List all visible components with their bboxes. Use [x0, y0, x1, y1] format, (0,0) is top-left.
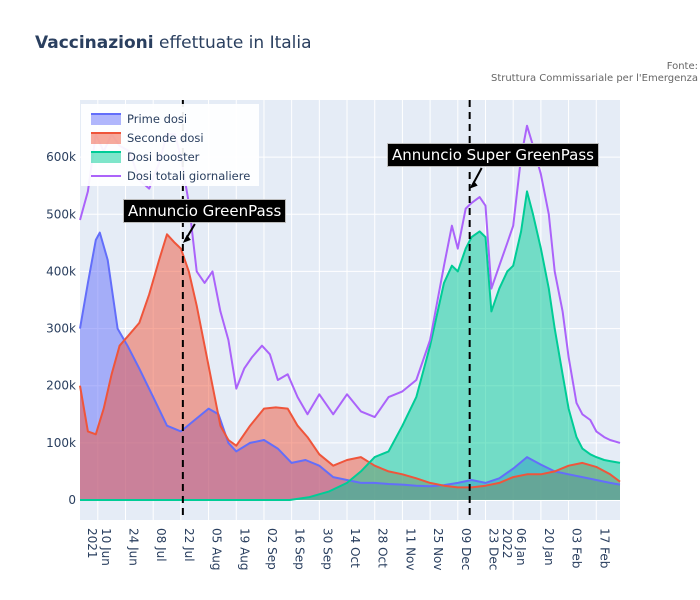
line-dosi-booster	[80, 190, 621, 501]
series-areas	[80, 191, 620, 501]
x-tick-label: 22 Jul	[182, 528, 196, 562]
source-line-2: Struttura Commissariale per l'Emergenza	[490, 73, 698, 84]
legend-item-seconde-dosi[interactable]: Seconde dosi	[91, 129, 204, 147]
x-tick-label: 2021	[85, 528, 99, 559]
legend-item-dosi-totali[interactable]: Dosi totali giornaliere	[91, 167, 250, 185]
y-tick-label: 500k	[46, 207, 76, 221]
x-tick-label: 23 Dec	[486, 528, 500, 570]
legend-item-dosi-booster[interactable]: Dosi booster	[91, 148, 199, 166]
x-tick-label: 19 Aug	[237, 528, 251, 571]
x-tick-label: 06 Jan	[514, 528, 528, 566]
legend-label-seconde-dosi: Seconde dosi	[127, 131, 204, 145]
y-tick-label: 300k	[46, 322, 76, 336]
line-prime-dosi	[79, 231, 621, 488]
x-tick-label: 30 Sep	[320, 528, 334, 570]
x-tick-label: 05 Aug	[210, 528, 224, 571]
x-tick-label: 03 Feb	[570, 528, 584, 568]
x-tick-label: 17 Feb	[597, 528, 611, 568]
legend-item-prime-dosi[interactable]: Prime dosi	[91, 110, 187, 128]
source-line-1: Fonte:	[666, 61, 698, 72]
x-tick-label: 25 Nov	[431, 528, 445, 571]
x-tick-label: 08 Jul	[154, 528, 168, 562]
annotation-lines	[181, 100, 483, 520]
x-tick-label: 20 Jan	[542, 528, 556, 566]
x-tick-label: 10 Jun	[99, 528, 113, 566]
annotation-arrowhead	[182, 234, 191, 243]
y-tick-label: 600k	[46, 150, 76, 164]
line-seconde-dosi	[79, 233, 621, 489]
x-tick-label: 24 Jun	[126, 528, 140, 566]
annotation-arrowhead	[469, 180, 478, 189]
y-tick-label: 400k	[46, 264, 76, 278]
x-tick-label: 14 Oct	[348, 528, 362, 568]
legend-swatch-dosi-totali	[91, 175, 121, 177]
chart-title: Vaccinazioni effettuate in Italia	[35, 33, 312, 53]
area-seconde-dosi	[80, 234, 620, 501]
legend-swatch-prime-dosi	[91, 113, 121, 125]
annotation-greenpass: Annuncio GreenPass	[123, 199, 287, 223]
chart-title-rest: effettuate in Italia	[153, 33, 312, 53]
legend-swatch-dosi-booster	[91, 151, 121, 163]
legend-label-dosi-totali: Dosi totali giornaliere	[127, 169, 251, 183]
legend[interactable]: Prime dosi Seconde dosi Dosi booster Dos…	[81, 104, 259, 186]
x-tick-label: 28 Oct	[376, 528, 390, 568]
source-note: Fonte: Struttura Commissariale per l'Eme…	[491, 61, 698, 85]
x-tick-label: 16 Sep	[293, 528, 307, 570]
annotation-super-greenpass: Annuncio Super GreenPass	[387, 143, 599, 167]
legend-swatch-seconde-dosi	[91, 132, 121, 144]
x-tick-label: 09 Dec	[459, 528, 473, 570]
x-tick-label: 2022	[500, 528, 514, 559]
legend-label-dosi-booster: Dosi booster	[127, 150, 200, 164]
area-dosi-booster	[80, 191, 620, 500]
y-tick-label: 100k	[46, 436, 76, 450]
legend-label-prime-dosi: Prime dosi	[127, 112, 188, 126]
chart-title-bold: Vaccinazioni	[35, 33, 154, 53]
x-tick-label: 02 Sep	[265, 528, 279, 570]
y-axis-ticks: 0 100k 200k 300k 400k 500k 600k	[46, 150, 76, 507]
y-tick-label: 0	[68, 493, 76, 507]
x-tick-label: 11 Nov	[403, 528, 417, 571]
y-tick-label: 200k	[46, 379, 76, 393]
